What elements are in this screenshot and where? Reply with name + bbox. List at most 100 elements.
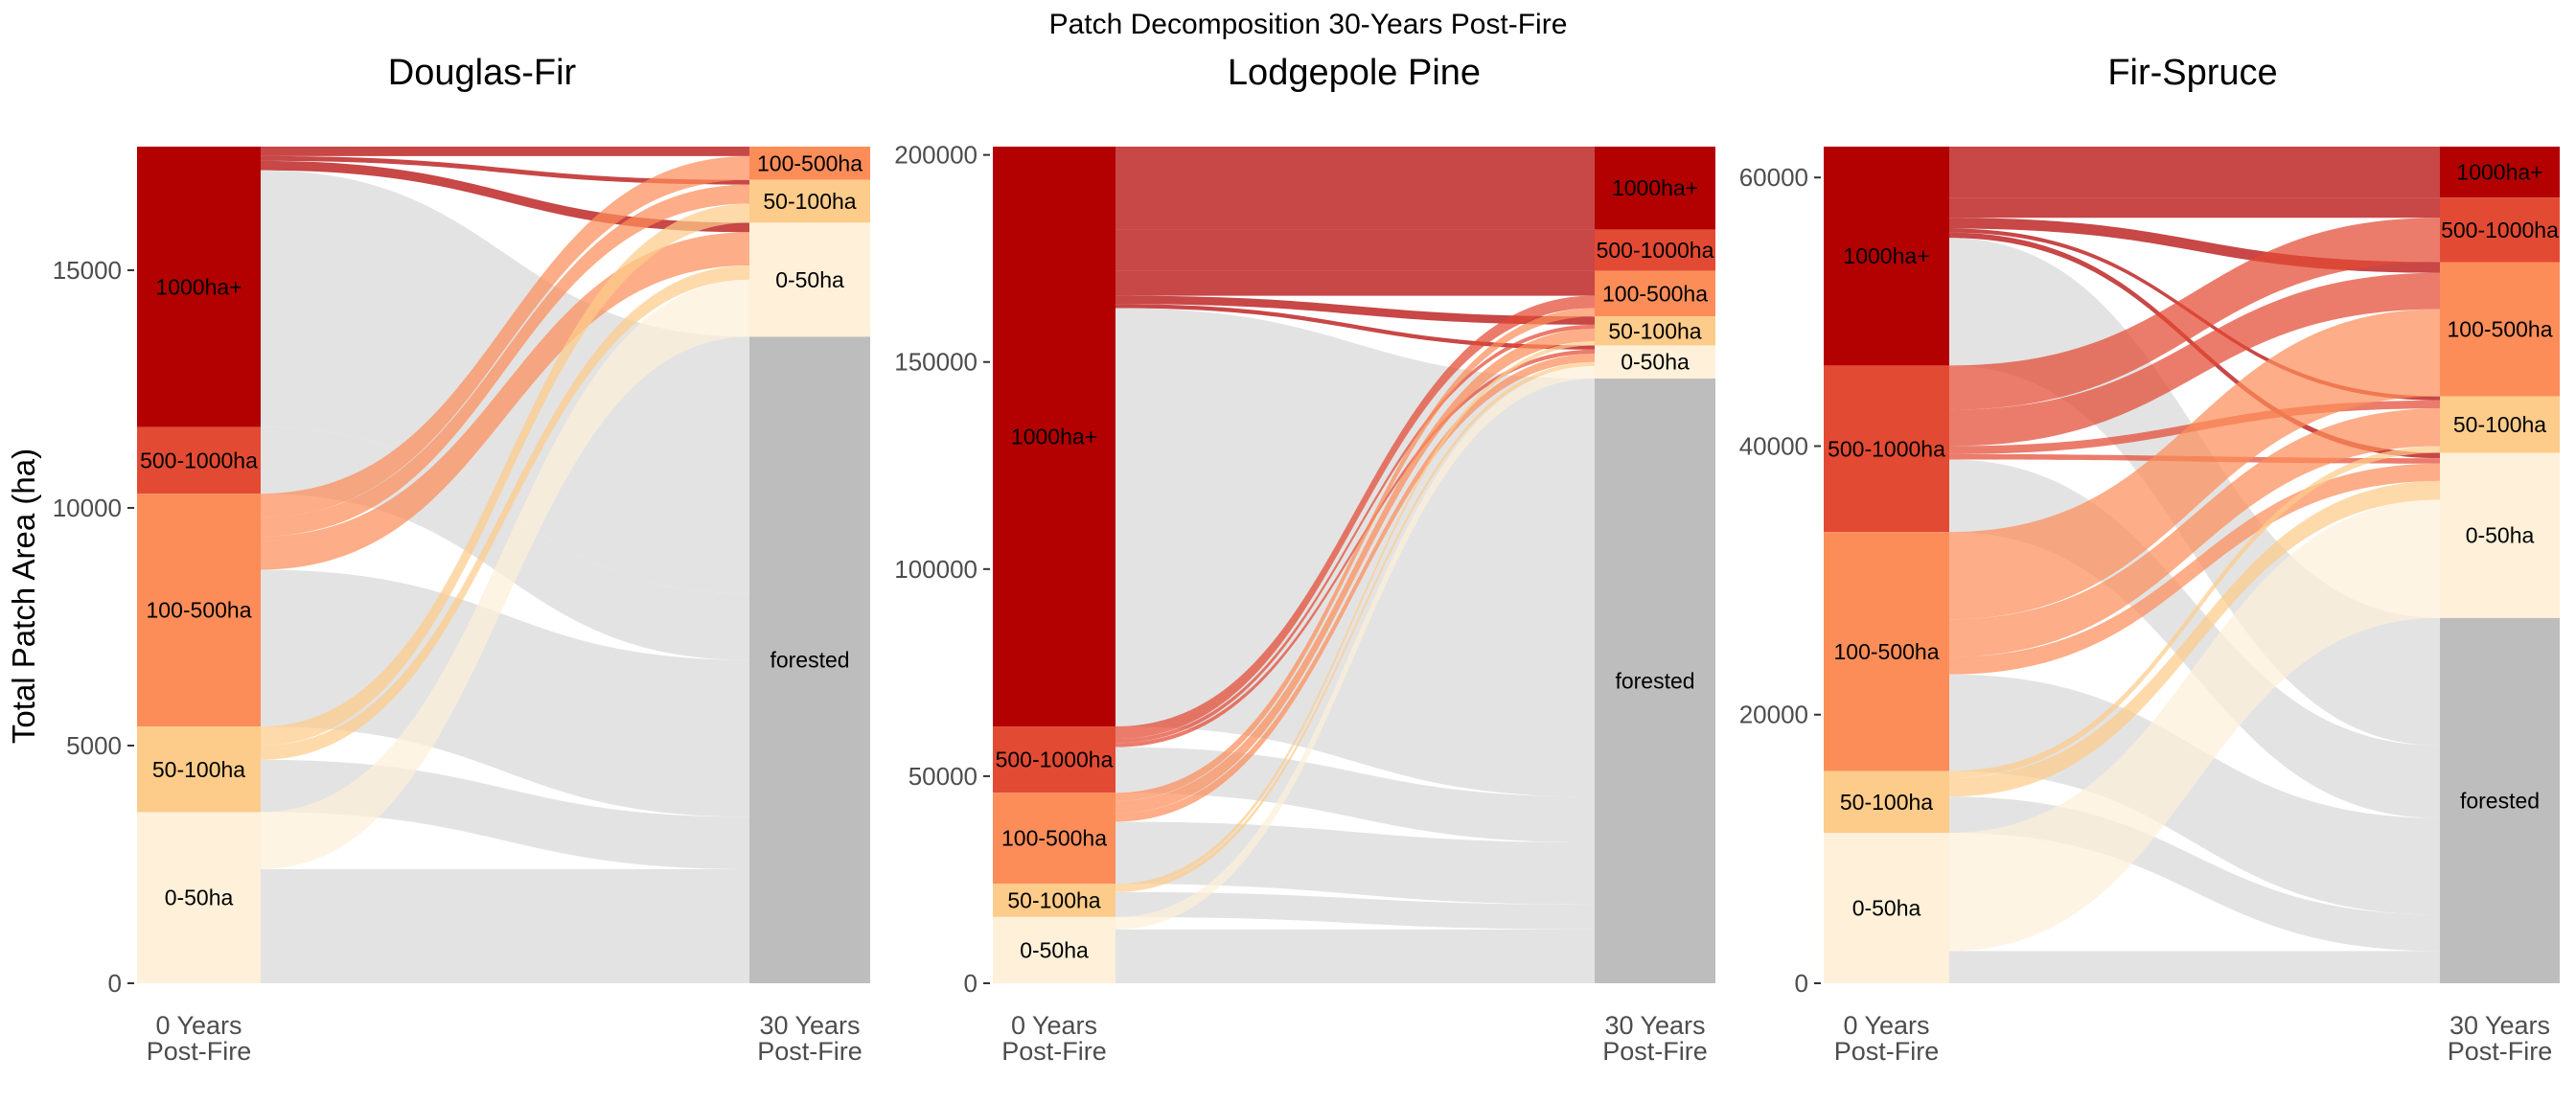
node-label: 500-1000ha [2441,218,2559,242]
flows [1949,147,2440,983]
flow-band [1949,272,2440,447]
flow-band [1116,270,1595,296]
node-label: 1000ha+ [1612,175,1698,200]
node-label: 50-100ha [763,189,856,214]
left-node-50-100ha [137,726,261,813]
flow-band [1949,218,2440,410]
node-label: 0-50ha [775,267,844,292]
flow-band [1949,499,2440,952]
y-tick-label: 40000 [1739,431,1808,460]
flow-band [1116,295,1595,325]
panel-title: Fir-Spruce [2107,53,2277,93]
flow-band [1949,674,2440,915]
x-tick-label: Post-Fire [1001,1037,1107,1066]
panel-title: Douglas-Fir [388,53,577,93]
node-label: 100-500ha [1001,826,1107,851]
right-node-forested [749,336,870,984]
y-tick-label: 5000 [66,731,122,760]
node-label: 50-100ha [1608,318,1701,343]
right-node-100-500ha [2440,262,2560,397]
flow-band [1116,324,1595,744]
panel-1: Douglas-Fir 0 5000 10000 15000 1000ha+ 500-100… [53,53,870,1066]
node-label: 50-100ha [2453,412,2546,437]
flow-band [261,155,749,185]
flow-band [261,279,749,869]
flow-band [261,265,749,760]
flow-band [1116,366,1595,930]
node-label: 1000ha+ [1011,425,1097,449]
x-tick-label: 30 Years [759,1011,860,1040]
node-label: 1000ha+ [1843,243,1929,268]
flow-band [1116,304,1595,350]
right-node-100-500ha [749,147,870,180]
node-label: 1000ha+ [155,274,242,299]
flow-band [1116,354,1595,822]
flow-band [261,569,749,817]
node-label: 50-100ha [1840,790,1933,815]
y-axis-label: Total Patch Area (ha) [6,448,41,744]
node-label: 100-500ha [147,598,252,623]
left-node-50-100ha [993,884,1116,917]
left-node-0-50ha [137,812,261,983]
flow-band [1116,349,1595,748]
flows [1116,147,1595,983]
node-label: 100-500ha [1834,639,1940,664]
right-node-500-1000ha [2440,197,2560,263]
left-node-500-1000ha [137,426,261,494]
node-label: 0-50ha [165,886,234,910]
panels: Douglas-Fir 0 5000 10000 15000 1000ha+ 500-100… [53,53,2560,1066]
flow-band [261,184,749,537]
y-tick-label: 0 [108,969,122,998]
right-node-0-50ha [2440,452,2560,618]
flow-band [261,160,749,233]
node-label: 100-500ha [757,150,862,175]
right-node-0-50ha [1595,345,1715,380]
right-node-1000ha- [2440,147,2560,198]
node-label: 500-1000ha [996,748,1114,772]
flow-band [1949,408,2440,657]
left-node-500-1000ha [993,726,1116,794]
right-node-forested [2440,617,2560,983]
node-label: 0-50ha [1852,896,1921,921]
node-label: 500-1000ha [1828,436,1945,461]
left-node-0-50ha [1824,833,1949,983]
flow-band [261,170,749,594]
left-node-50-100ha [1824,770,1949,834]
right-node-0-50ha [749,222,870,337]
left-node-0-50ha [993,916,1116,983]
flows [261,147,749,983]
flow-band [1116,329,1595,814]
y-tick-label: 0 [964,969,978,998]
right-node-1000ha- [1595,147,1715,230]
panel-2: Lodgepole Pine 0 50000 100000 150000 200000 10… [894,53,1715,1066]
flow-band [1949,951,2440,983]
flow-band [261,868,749,983]
node-label: forested [1615,669,1694,694]
y-tick-label: 50000 [908,762,978,791]
flow-band [1949,446,2440,778]
flow-band [1949,147,2440,198]
figure-suptitle: Patch Decomposition 30-Years Post-Fire [1049,9,1568,40]
node-label: 50-100ha [1007,888,1100,913]
flow-band [1116,341,1595,888]
left-node-100-500ha [137,494,261,727]
node-label: forested [770,648,849,673]
flow-band [261,232,749,570]
node-label: 50-100ha [152,757,245,782]
flow-band [1116,361,1595,892]
right-node-100-500ha [1595,270,1715,317]
left-node-1000ha- [137,147,261,427]
y-tick-label: 200000 [894,141,978,170]
right-node-500-1000ha [1595,229,1715,271]
left-node-1000ha- [993,147,1116,727]
x-tick-label: Post-Fire [1834,1037,1940,1066]
node-label: 1000ha+ [2456,160,2542,185]
y-tick-label: 20000 [1739,701,1808,729]
y-tick-label: 15000 [53,256,122,285]
flow-band [261,155,749,518]
right-node-forested [1595,379,1715,984]
flow-band [1116,821,1595,905]
flow-band [1949,309,2440,620]
